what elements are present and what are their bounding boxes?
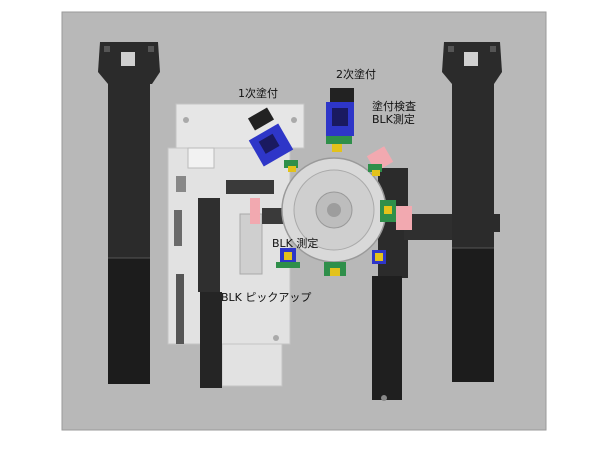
turntable (281, 157, 387, 263)
label-coat-inspect-line1: 塗付検査 (372, 100, 416, 113)
first-coat-head (247, 107, 298, 172)
right-rail (442, 42, 502, 382)
blk-measure-head (276, 248, 300, 268)
label-blk-pickup: BLK ピックアップ (221, 291, 312, 304)
label-first-coat: 1次塗付 (238, 87, 278, 100)
station-head-bottom (324, 262, 346, 276)
pickup-module-plate (167, 103, 305, 388)
label-second-coat: 2次塗付 (336, 68, 376, 81)
second-coat-head (326, 88, 354, 152)
left-rail (98, 42, 160, 384)
label-blk-measure: BLK 測定 (272, 237, 319, 250)
station-head-right (372, 200, 396, 264)
coat-inspection-head (366, 146, 394, 176)
label-coat-inspect-line2: BLK測定 (372, 113, 415, 126)
